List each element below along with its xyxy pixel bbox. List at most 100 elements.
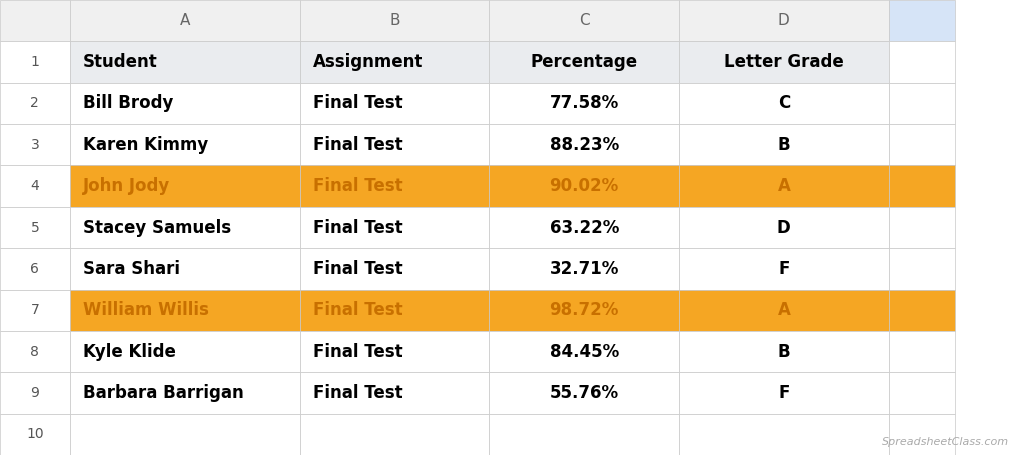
Bar (489, 0, 679, 41)
Bar (70, 414, 300, 455)
Text: John Jody: John Jody (83, 177, 170, 195)
Bar (0, 372, 70, 414)
Bar (679, 331, 889, 372)
Bar (0, 207, 70, 248)
Text: Kyle Klide: Kyle Klide (83, 343, 176, 361)
Bar (300, 124, 489, 166)
Bar (70, 289, 300, 331)
Text: Student: Student (83, 53, 158, 71)
Bar (889, 83, 955, 124)
Text: 4: 4 (31, 179, 39, 193)
Bar (0, 0, 70, 41)
Bar (300, 41, 489, 83)
Text: A: A (179, 13, 190, 28)
Text: Stacey Samuels: Stacey Samuels (83, 218, 231, 237)
Bar (300, 372, 489, 414)
Bar (70, 248, 300, 289)
Bar (889, 207, 955, 248)
Bar (300, 248, 489, 289)
Text: 32.71%: 32.71% (550, 260, 618, 278)
Text: F: F (778, 384, 790, 402)
Bar (0, 248, 70, 289)
Bar (489, 124, 679, 166)
Text: 7: 7 (31, 303, 39, 317)
Text: Barbara Barrigan: Barbara Barrigan (83, 384, 244, 402)
Bar (70, 83, 300, 124)
Bar (889, 166, 955, 207)
Text: B: B (777, 136, 791, 154)
Text: 10: 10 (26, 427, 44, 441)
Bar (889, 289, 955, 331)
Bar (889, 124, 955, 166)
Text: 9: 9 (31, 386, 39, 400)
Bar (70, 166, 300, 207)
Bar (889, 41, 955, 83)
Text: A: A (777, 177, 791, 195)
Text: 84.45%: 84.45% (550, 343, 618, 361)
Text: SpreadsheetClass.com: SpreadsheetClass.com (882, 437, 1009, 447)
Bar (300, 289, 489, 331)
Bar (489, 331, 679, 372)
Bar (679, 124, 889, 166)
Bar (0, 41, 70, 83)
Text: Final Test: Final Test (313, 177, 403, 195)
Bar (70, 124, 300, 166)
Bar (70, 207, 300, 248)
Text: 55.76%: 55.76% (550, 384, 618, 402)
Bar (489, 83, 679, 124)
Bar (889, 372, 955, 414)
Bar (300, 331, 489, 372)
Text: Final Test: Final Test (313, 218, 403, 237)
Bar (0, 414, 70, 455)
Bar (679, 0, 889, 41)
Text: Final Test: Final Test (313, 301, 403, 319)
Bar (489, 207, 679, 248)
Text: Letter Grade: Letter Grade (724, 53, 844, 71)
Text: 2: 2 (31, 96, 39, 111)
Text: 77.58%: 77.58% (550, 94, 618, 112)
Text: 6: 6 (31, 262, 39, 276)
Text: Final Test: Final Test (313, 136, 403, 154)
Text: C: C (579, 13, 590, 28)
Bar (679, 166, 889, 207)
Bar (679, 41, 889, 83)
Text: A: A (777, 301, 791, 319)
Text: Sara Shari: Sara Shari (83, 260, 180, 278)
Text: Final Test: Final Test (313, 94, 403, 112)
Bar (300, 83, 489, 124)
Text: Final Test: Final Test (313, 260, 403, 278)
Bar (300, 0, 489, 41)
Bar (489, 372, 679, 414)
Bar (300, 414, 489, 455)
Bar (489, 414, 679, 455)
Bar (489, 289, 679, 331)
Bar (489, 166, 679, 207)
Text: B: B (777, 343, 791, 361)
Bar (679, 372, 889, 414)
Bar (679, 414, 889, 455)
Text: 88.23%: 88.23% (550, 136, 618, 154)
Bar (70, 41, 300, 83)
Text: D: D (778, 13, 790, 28)
Text: Final Test: Final Test (313, 384, 403, 402)
Text: 3: 3 (31, 138, 39, 152)
Text: D: D (777, 218, 791, 237)
Text: 63.22%: 63.22% (550, 218, 618, 237)
Bar (70, 372, 300, 414)
Text: 98.72%: 98.72% (550, 301, 618, 319)
Bar (70, 0, 300, 41)
Bar (889, 414, 955, 455)
Bar (889, 0, 955, 41)
Bar (679, 83, 889, 124)
Text: 90.02%: 90.02% (550, 177, 618, 195)
Bar (0, 124, 70, 166)
Text: Final Test: Final Test (313, 343, 403, 361)
Bar (889, 331, 955, 372)
Bar (679, 248, 889, 289)
Bar (0, 289, 70, 331)
Bar (679, 207, 889, 248)
Text: 5: 5 (31, 221, 39, 234)
Text: William Willis: William Willis (83, 301, 209, 319)
Bar (0, 166, 70, 207)
Text: B: B (389, 13, 400, 28)
